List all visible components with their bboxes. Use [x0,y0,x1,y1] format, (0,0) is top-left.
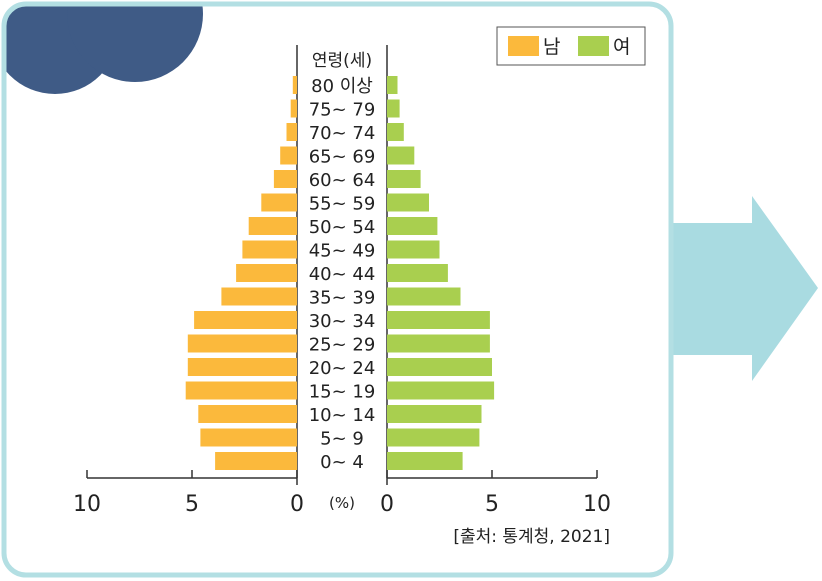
bar-female-0 [387,452,463,470]
legend: 남 여 [496,26,646,66]
bar-male-16 [292,76,297,94]
category-label-2: 10~ 14 [309,405,376,426]
categories-title: 연령(세) [312,51,372,71]
category-label-12: 60~ 64 [309,170,376,191]
category-label-16: 80 이상 [311,76,373,97]
tick-label-5: 10 [583,492,611,517]
category-label-10: 50~ 54 [309,217,376,238]
bar-female-11 [387,193,429,212]
bar-female-9 [387,240,440,259]
bar-female-8 [387,264,448,282]
category-label-13: 65~ 69 [309,147,376,168]
bar-female-16 [387,76,398,94]
category-label-8: 40~ 44 [309,264,376,285]
category-label-5: 25~ 29 [309,335,376,356]
tick-label-2: 0 [290,492,304,517]
tick-label-1: 5 [185,492,199,517]
unit-label: (%) [329,494,355,512]
bar-male-2 [198,405,297,423]
bar-male-8 [236,264,297,282]
category-label-7: 35~ 39 [309,288,376,309]
bar-female-12 [387,170,421,188]
bar-female-15 [387,99,400,118]
category-label-6: 30~ 34 [309,311,376,332]
bar-female-3 [387,381,495,400]
tick-label-0: 10 [73,492,101,517]
bar-female-5 [387,334,490,353]
bar-male-11 [261,193,297,212]
bar-male-4 [187,358,297,376]
decorative-cloud-shape [4,4,203,94]
bar-female-4 [387,358,492,376]
tick-label-3: 0 [380,492,394,517]
bar-male-9 [242,240,297,259]
arrow-right-icon [660,196,818,381]
chart-frame-border [1,1,674,578]
category-label-1: 5~ 9 [320,429,364,450]
bar-male-13 [280,146,297,165]
bar-male-6 [194,311,297,329]
bar-female-10 [387,217,438,235]
bar-female-14 [387,123,404,141]
source-note: [출처: 통계청, 2021] [453,527,610,547]
legend-label-female: 여 [613,36,630,58]
bar-male-15 [290,99,297,118]
bar-male-10 [248,217,297,235]
bar-male-5 [187,334,297,353]
bar-male-1 [200,428,297,447]
category-label-11: 55~ 59 [309,194,376,215]
bar-female-6 [387,311,490,329]
bar-male-14 [286,123,297,141]
bar-male-7 [221,287,297,306]
legend-swatch-female [578,36,609,56]
category-label-0: 0~ 4 [320,452,364,473]
legend-swatch-male [508,36,539,56]
bar-female-7 [387,287,461,306]
category-label-4: 20~ 24 [309,358,376,379]
category-label-3: 15~ 19 [309,382,376,403]
legend-label-male: 남 [543,36,560,58]
bar-female-1 [387,428,480,447]
chart-frame [4,4,671,575]
bar-male-3 [185,381,297,400]
category-label-15: 75~ 79 [309,100,376,121]
bar-female-2 [387,405,482,423]
category-label-9: 45~ 49 [309,241,376,262]
tick-label-4: 5 [485,492,499,517]
category-label-14: 70~ 74 [309,123,376,144]
bar-male-0 [215,452,297,470]
bar-male-12 [273,170,297,188]
bar-female-13 [387,146,415,165]
